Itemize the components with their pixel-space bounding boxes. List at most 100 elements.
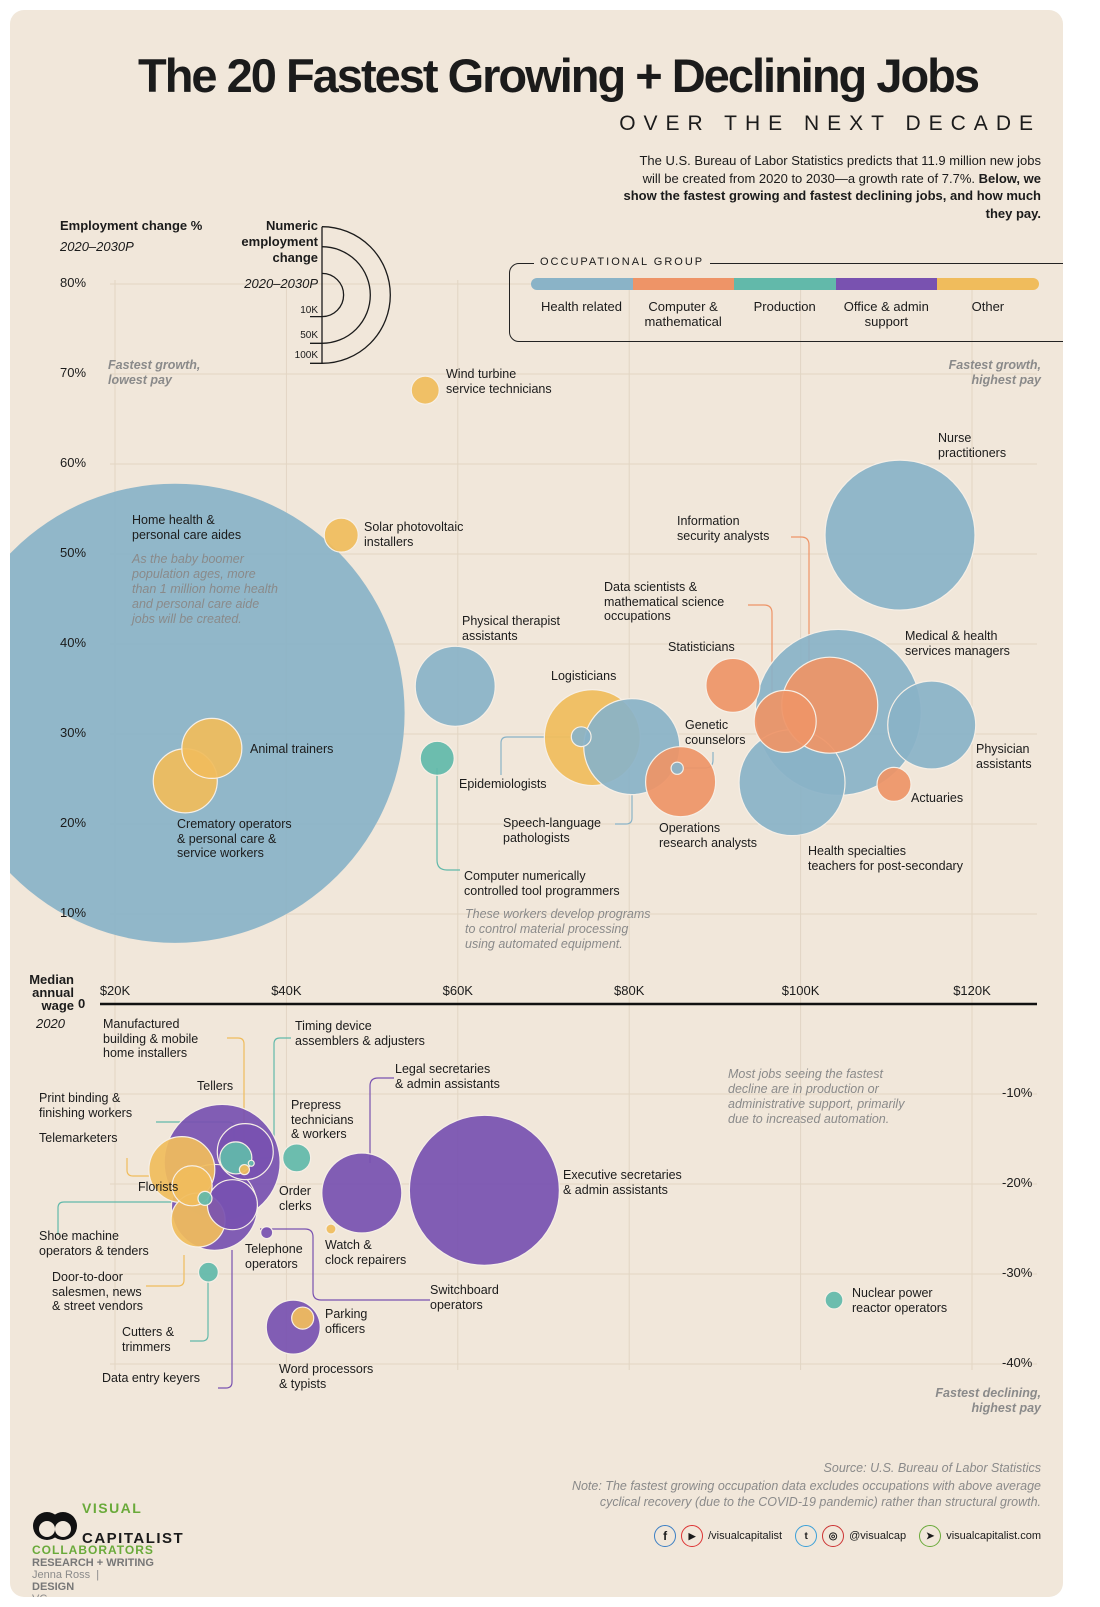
leader-telemarketers bbox=[126, 1158, 150, 1177]
brand-top: VISUAL bbox=[82, 1500, 143, 1516]
leader-speech bbox=[615, 795, 633, 825]
quadrant-top-right: Fastest growth, highest pay bbox=[948, 358, 1041, 387]
research-label: RESEARCH + WRITING bbox=[32, 1557, 154, 1569]
y-tick-label: -10% bbox=[1002, 1085, 1033, 1100]
twitter-icon[interactable]: t bbox=[795, 1525, 818, 1547]
bubble-19[interactable] bbox=[824, 459, 976, 611]
y-tick-label: 10% bbox=[60, 905, 87, 920]
collaborators-label: COLLABORATORS bbox=[32, 1543, 154, 1557]
bubble-13[interactable] bbox=[753, 689, 817, 754]
bubble-label-24: Tellers bbox=[197, 1079, 234, 1093]
bubble-34[interactable] bbox=[291, 1306, 315, 1330]
bubble-29[interactable] bbox=[265, 1299, 321, 1355]
design-label: DESIGN bbox=[32, 1581, 75, 1593]
bubble-label-34: Parking officers bbox=[325, 1307, 368, 1336]
page-subtitle: OVER THE NEXT DECADE bbox=[619, 112, 1041, 135]
y-tick-label: 80% bbox=[60, 275, 87, 290]
bubble-label-26: Data entry keyers bbox=[102, 1371, 200, 1385]
bubble-27[interactable] bbox=[206, 1179, 259, 1231]
bubble-4[interactable] bbox=[419, 740, 455, 776]
bubble-21[interactable] bbox=[321, 1152, 403, 1234]
y-axis-title: Employment change % bbox=[60, 218, 203, 233]
bubble-label-25: Order clerks bbox=[279, 1184, 312, 1213]
youtube-handle[interactable]: /visualcapitalist bbox=[708, 1530, 783, 1542]
youtube-icon[interactable]: ▶ bbox=[681, 1525, 704, 1547]
bubble-0[interactable] bbox=[10, 483, 405, 943]
bubble-5[interactable] bbox=[181, 717, 243, 780]
bubble-3[interactable] bbox=[414, 645, 496, 727]
cursor-icon[interactable]: ➤ bbox=[919, 1525, 942, 1547]
bubble-label-35: Timing device assemblers & adjusters bbox=[295, 1019, 425, 1048]
quadrant-top-left: Fastest growth, lowest pay bbox=[108, 358, 201, 387]
bubble-label-16: Health specialties teachers for post-sec… bbox=[808, 844, 963, 873]
legend-label-office: Office & admin support bbox=[843, 299, 929, 329]
source-text: Source: U.S. Bureau of Labor Statistics bbox=[823, 1461, 1041, 1475]
note-text: Note: The fastest growing occupation dat… bbox=[571, 1479, 1041, 1509]
bubble-label-38: Cutters & trimmers bbox=[122, 1325, 175, 1354]
leader-manufactured bbox=[227, 1037, 245, 1168]
x-tick-label: $60K bbox=[442, 983, 473, 998]
bubble-39[interactable] bbox=[824, 1290, 844, 1310]
bubble-37[interactable] bbox=[197, 1190, 213, 1206]
bubble-38[interactable] bbox=[197, 1261, 219, 1283]
size-legend-title: Numeric employment change bbox=[241, 218, 318, 265]
instagram-icon[interactable]: ◎ bbox=[822, 1525, 845, 1547]
bubble-23[interactable] bbox=[282, 1143, 312, 1173]
quadrant-bottom-right: Fastest declining, highest pay bbox=[935, 1386, 1041, 1415]
bubble-label-27: Switchboard operators bbox=[430, 1283, 499, 1312]
bubble-label-6: Crematory operators & personal care & se… bbox=[177, 817, 292, 860]
bubble-label-4: Computer numerically controlled tool pro… bbox=[464, 869, 620, 898]
bubble-label-12: Statisticians bbox=[668, 640, 735, 654]
size-legend-arc bbox=[310, 226, 391, 364]
bubble-12[interactable] bbox=[705, 657, 761, 713]
bubble-label-23: Prepress technicians & workers bbox=[291, 1098, 354, 1141]
bubble-label-39: Nuclear power reactor operators bbox=[852, 1286, 948, 1315]
bubble-label-0: Home health & personal care aides bbox=[132, 513, 242, 542]
bubble-2[interactable] bbox=[323, 517, 359, 553]
bubble-label-10: Genetic counselors bbox=[685, 718, 746, 747]
legend-swatch-office bbox=[835, 278, 938, 290]
visual-capitalist-logo-icon bbox=[33, 1511, 77, 1540]
bubbles bbox=[10, 375, 977, 1355]
bubble-20[interactable] bbox=[408, 1114, 560, 1266]
leader-infosec bbox=[791, 536, 810, 705]
bubble-8[interactable] bbox=[570, 726, 592, 748]
brand-bottom: CAPITALIST bbox=[82, 1530, 185, 1547]
y-tick-label: -20% bbox=[1002, 1175, 1033, 1190]
bubble-label-29: Word processors & typists bbox=[279, 1362, 374, 1391]
bubble-label-7: Logisticians bbox=[551, 669, 617, 683]
page-title: The 20 Fastest Growing + Declining Jobs bbox=[138, 49, 980, 102]
bubble-28[interactable] bbox=[260, 1226, 274, 1240]
x-tick-label: $40K bbox=[271, 983, 302, 998]
bubble-33[interactable] bbox=[238, 1163, 251, 1176]
bubble-1[interactable] bbox=[410, 375, 440, 405]
bubble-label-21: Legal secretaries & admin assistants bbox=[395, 1062, 500, 1091]
bubble-18[interactable] bbox=[876, 766, 912, 803]
bubble-label-28: Telephone operators bbox=[245, 1242, 303, 1271]
instagram-handle[interactable]: @visualcap bbox=[849, 1530, 907, 1542]
social-links: f ▶ /visualcapitalist t ◎ @visualcap ➤ v… bbox=[654, 1525, 1041, 1547]
bubble-label-8: Epidemiologists bbox=[459, 777, 547, 791]
size-legend-10k: 10K bbox=[300, 305, 318, 316]
bubble-17[interactable] bbox=[887, 680, 977, 770]
leader-data-scientists bbox=[748, 604, 773, 710]
x-tick-label: $120K bbox=[953, 983, 991, 998]
decline-note: Most jobs seeing the fastest decline are… bbox=[728, 1067, 905, 1126]
facebook-icon[interactable]: f bbox=[654, 1525, 677, 1547]
legend-label-other: Other bbox=[971, 299, 1005, 314]
bubble-label-32: Door-to-door salesmen, news & street ven… bbox=[52, 1270, 144, 1313]
bubble-35[interactable] bbox=[247, 1159, 255, 1167]
bubble-11[interactable] bbox=[644, 746, 717, 818]
bubble-10[interactable] bbox=[670, 761, 684, 775]
bubble-chart bbox=[10, 226, 1037, 1389]
legend-label-computer: Computer & mathematical bbox=[644, 299, 722, 329]
legend-label-production: Production bbox=[753, 299, 816, 314]
bubble-22[interactable] bbox=[325, 1223, 337, 1235]
y-tick-label: 50% bbox=[60, 545, 87, 560]
bubble-label-19: Nurse practitioners bbox=[938, 431, 1007, 460]
bubble-label-20: Executive secretaries & admin assistants bbox=[563, 1168, 682, 1197]
bubble-label-31: Florists bbox=[138, 1180, 179, 1194]
x-tick-label: $100K bbox=[781, 983, 820, 998]
group-legend-title: OCCUPATIONAL GROUP bbox=[534, 256, 711, 268]
website-link[interactable]: visualcapitalist.com bbox=[946, 1530, 1041, 1542]
